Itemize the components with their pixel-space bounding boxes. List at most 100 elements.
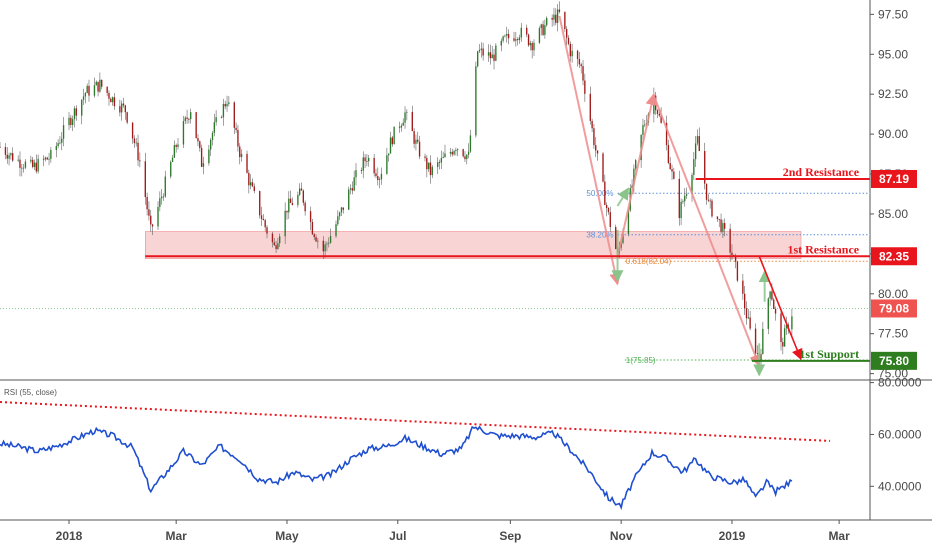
fib-label: 1(75.85) bbox=[626, 356, 656, 365]
candle-body bbox=[55, 145, 57, 150]
candle-body bbox=[780, 313, 782, 343]
current-price-badge bbox=[871, 299, 917, 318]
candle-body bbox=[774, 308, 777, 314]
fib-label: 50.00% bbox=[586, 189, 613, 198]
candle-body bbox=[108, 93, 110, 99]
candle-body bbox=[275, 245, 277, 249]
candle-body bbox=[400, 125, 403, 128]
candle-body bbox=[197, 138, 199, 142]
candle-body bbox=[131, 122, 134, 139]
candle-body bbox=[698, 136, 700, 152]
resistance-zone bbox=[145, 231, 802, 259]
candle-body bbox=[75, 108, 77, 116]
candle-body bbox=[754, 328, 757, 354]
candle-body bbox=[506, 33, 508, 36]
candle-body bbox=[604, 181, 606, 205]
candle-body bbox=[259, 191, 261, 216]
candle-body bbox=[571, 50, 573, 57]
candle-body bbox=[348, 189, 350, 210]
candle-body bbox=[338, 212, 341, 217]
candle-body bbox=[487, 52, 490, 56]
candle-body bbox=[355, 170, 357, 178]
candle-body bbox=[567, 37, 570, 44]
candle-body bbox=[235, 127, 237, 130]
candle-body bbox=[248, 172, 250, 186]
candle-body bbox=[375, 173, 377, 177]
candle-body bbox=[391, 137, 393, 145]
candle-body bbox=[35, 162, 38, 172]
candle-body bbox=[157, 207, 159, 227]
candle-body bbox=[609, 212, 611, 228]
candle-body bbox=[113, 97, 116, 107]
time-tick-label: Nov bbox=[610, 529, 633, 543]
candle-body bbox=[769, 291, 771, 299]
candle-body bbox=[749, 317, 751, 329]
candle-body bbox=[716, 216, 719, 220]
price-badge bbox=[871, 169, 917, 188]
candle-body bbox=[335, 224, 337, 237]
candle-body bbox=[762, 328, 764, 355]
candle-body bbox=[144, 161, 146, 197]
candle-body bbox=[656, 110, 659, 114]
candle-body bbox=[478, 49, 481, 52]
candle-body bbox=[704, 151, 706, 184]
candle-body bbox=[542, 24, 544, 35]
candle-body bbox=[756, 353, 759, 354]
candle-body bbox=[455, 150, 457, 152]
candle-body bbox=[42, 158, 45, 160]
candle-body bbox=[544, 25, 546, 35]
candle-body bbox=[696, 136, 699, 144]
candle-body bbox=[33, 162, 36, 167]
candle-body bbox=[264, 220, 266, 228]
candle-body bbox=[215, 117, 217, 123]
candle-body bbox=[239, 146, 241, 158]
candle-body bbox=[59, 142, 61, 144]
candle-body bbox=[388, 153, 390, 156]
candle-body bbox=[119, 106, 121, 113]
swing-down-arrow bbox=[652, 95, 761, 367]
candle-body bbox=[279, 236, 281, 244]
candle-body bbox=[362, 157, 364, 171]
level-label: 2nd Resistance bbox=[783, 165, 860, 179]
candle-body bbox=[531, 42, 533, 51]
candle-body bbox=[720, 219, 722, 232]
candle-body bbox=[635, 160, 637, 169]
candle-body bbox=[360, 170, 363, 171]
candle-body bbox=[101, 79, 103, 87]
candle-body bbox=[437, 162, 439, 167]
candle-body bbox=[10, 153, 12, 156]
candle-body bbox=[691, 174, 693, 195]
candle-body bbox=[317, 240, 319, 242]
candle-body bbox=[424, 156, 426, 158]
candle-body bbox=[73, 108, 76, 120]
candle-body bbox=[491, 54, 493, 59]
levels-layer: 2nd Resistance 1st Resistance 1st Support bbox=[145, 165, 870, 362]
candle-body bbox=[555, 14, 557, 23]
candle-body bbox=[148, 209, 150, 216]
swing-down-arrow bbox=[558, 15, 622, 286]
candle-body bbox=[304, 202, 306, 212]
candle-body bbox=[175, 145, 177, 147]
candle-body bbox=[480, 48, 482, 50]
candle-body bbox=[411, 111, 413, 132]
candle-body bbox=[767, 298, 769, 329]
candle-body bbox=[311, 221, 314, 235]
candle-body bbox=[6, 154, 8, 159]
candle-body bbox=[48, 158, 50, 160]
candle-body bbox=[442, 156, 444, 158]
candle-body bbox=[685, 194, 688, 196]
rsi-layer: RSI (55, close) 80.0000 60.0000 40.0000 bbox=[0, 376, 922, 511]
candle-body bbox=[195, 112, 197, 139]
fibonacci-layer: 50.00% 38.20% 0.618(82.04) 1(75.85) bbox=[586, 189, 870, 365]
candle-body bbox=[722, 223, 724, 232]
candle-body bbox=[351, 188, 354, 191]
candle-body bbox=[19, 159, 21, 168]
candle-body bbox=[22, 167, 25, 169]
candle-body bbox=[724, 223, 726, 229]
candle-body bbox=[30, 159, 32, 162]
candle-body bbox=[615, 227, 617, 249]
candle-body bbox=[564, 11, 566, 30]
candle-body bbox=[538, 28, 541, 43]
candle-body bbox=[736, 261, 739, 281]
